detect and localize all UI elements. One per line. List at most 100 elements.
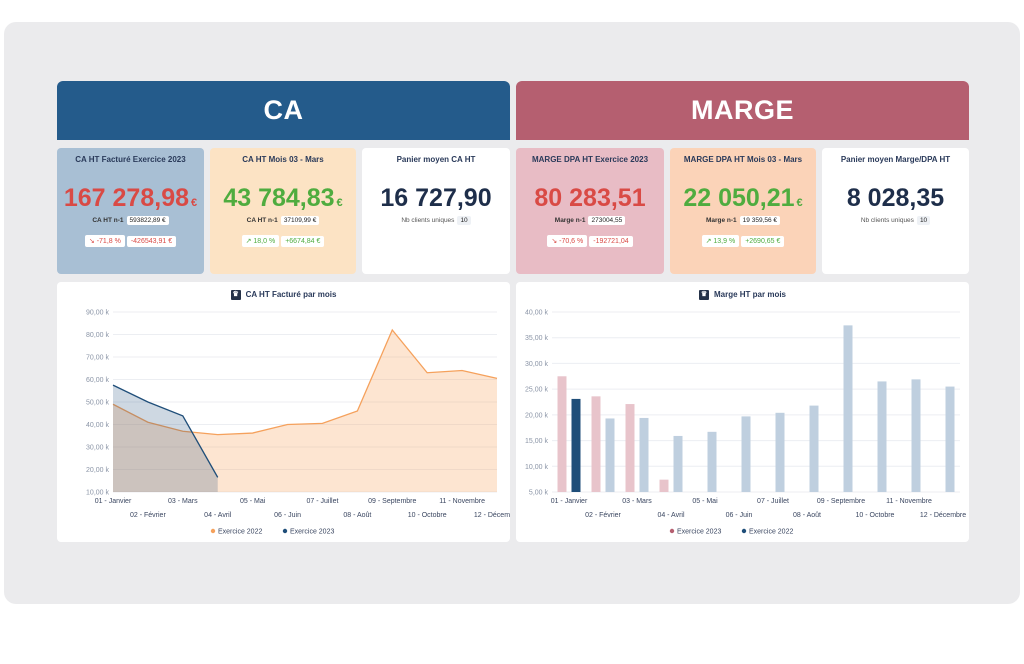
y-tick-label: 5,00 k xyxy=(529,490,549,497)
legend-label: Exercice 2022 xyxy=(218,529,262,536)
bar xyxy=(843,325,853,492)
x-tick-label: 05 - Mai xyxy=(240,498,266,505)
bar xyxy=(911,379,921,492)
kpi-card-marge-mois: MARGE DPA HT Mois 03 - Mars 22 050,21 € M… xyxy=(670,148,816,274)
bar xyxy=(639,417,649,492)
kpi-clients: Nb clients uniques 10 xyxy=(822,216,969,225)
kpi-card-panier-ca: Panier moyen CA HT 16 727,90 Nb clients … xyxy=(362,148,510,274)
x-tick-label: 06 - Juin xyxy=(274,512,301,519)
crown-icon: ♛ xyxy=(698,290,709,300)
ca-chart: 10,00 k 20,00 k 30,00 k 40,00 k 50,00 k 60,00… xyxy=(86,310,510,536)
y-tick-label: 80,00 k xyxy=(86,332,109,339)
legend-label: Exercice 2023 xyxy=(677,529,721,536)
y-tick-label: 40,00 k xyxy=(525,310,548,317)
y-tick-label: 10,00 k xyxy=(86,490,109,497)
kpi-deltas: ↗ 13,9 % +2690,65 € xyxy=(670,235,816,247)
legend-marker xyxy=(669,528,675,534)
kpi-deltas: ↘ -70,6 % -192721,04 xyxy=(516,235,664,247)
legend-label: Exercice 2023 xyxy=(290,529,334,536)
y-tick-label: 90,00 k xyxy=(86,310,109,317)
kpi-value: 22 050,21 € xyxy=(683,184,803,212)
card-title: CA HT Mois 03 - Mars xyxy=(242,155,324,164)
chart-title: ♛ CA HT Facturé par mois xyxy=(230,290,337,300)
y-tick-label: 20,00 k xyxy=(525,412,548,419)
y-tick-label: 40,00 k xyxy=(86,422,109,429)
bar xyxy=(625,404,635,492)
marge-chart: 5,00 k 10,00 k 15,00 k 20,00 k 25,00 k 30,00 … xyxy=(525,310,966,536)
legend-marker xyxy=(741,528,747,534)
x-tick-label: 02 - Février xyxy=(585,512,621,519)
chart-title: ♛ Marge HT par mois xyxy=(698,290,786,300)
kpi-deltas: ↗ 18,0 % +6674,84 € xyxy=(210,235,356,247)
bar xyxy=(591,396,601,492)
y-tick-label: 50,00 k xyxy=(86,400,109,407)
kpi-value: 16 727,90 xyxy=(380,184,492,212)
kpi-previous: CA HT n-1 37109,99 € xyxy=(210,216,356,225)
kpi-value: 167 278,98 € xyxy=(63,184,198,212)
x-tick-label: 08 - Août xyxy=(793,512,821,519)
kpi-card-ca-mois: CA HT Mois 03 - Mars 43 784,83 € CA HT n-… xyxy=(210,148,356,274)
y-tick-label: 10,00 k xyxy=(525,464,548,471)
bar xyxy=(775,412,785,492)
ca-header: CA xyxy=(57,81,510,140)
x-tick-label: 12 - Décembre xyxy=(920,512,966,519)
kpi-clients: Nb clients uniques 10 xyxy=(362,216,510,225)
card-title: CA HT Facturé Exercice 2023 xyxy=(75,155,186,164)
kpi-value: 80 283,51 xyxy=(534,184,646,212)
x-tick-label: 08 - Août xyxy=(343,512,371,519)
x-tick-label: 02 - Février xyxy=(130,512,166,519)
card-title: MARGE DPA HT Mois 03 - Mars xyxy=(683,155,803,164)
bar xyxy=(741,416,751,492)
series-line xyxy=(112,384,219,478)
legend-label: Exercice 2022 xyxy=(749,529,793,536)
legend-marker xyxy=(210,528,216,534)
kpi-previous: CA HT n-1 593822,89 € xyxy=(57,216,204,225)
x-tick-label: 01 - Janvier xyxy=(95,498,132,505)
kpi-card-ca-exercice: CA HT Facturé Exercice 2023 167 278,98 € … xyxy=(57,148,204,274)
kpi-previous: Marge n-1 273004,55 xyxy=(516,216,664,225)
kpi-card-panier-marge: Panier moyen Marge/DPA HT 8 028,35 Nb cl… xyxy=(822,148,969,274)
x-tick-label: 09 - Septembre xyxy=(368,498,416,505)
card-title: MARGE DPA HT Exercice 2023 xyxy=(531,155,649,164)
legend-marker xyxy=(282,528,288,534)
x-tick-label: 10 - Octobre xyxy=(856,512,895,519)
card-title: Panier moyen Marge/DPA HT xyxy=(840,155,951,164)
x-tick-label: 10 - Octobre xyxy=(408,512,447,519)
bar xyxy=(673,435,683,492)
y-tick-label: 60,00 k xyxy=(86,377,109,384)
x-tick-label: 11 - Novembre xyxy=(439,498,485,505)
x-tick-label: 03 - Mars xyxy=(622,498,652,505)
crown-icon: ♛ xyxy=(230,290,241,300)
kpi-deltas: ↘ -71,8 % -426543,91 € xyxy=(57,235,204,247)
series-area xyxy=(113,385,218,492)
series-line xyxy=(112,328,498,436)
bar xyxy=(945,386,955,492)
y-tick-label: 70,00 k xyxy=(86,355,109,362)
x-tick-label: 11 - Novembre xyxy=(886,498,932,505)
series-area xyxy=(113,330,497,492)
kpi-value: 43 784,83 € xyxy=(223,184,343,212)
x-tick-label: 06 - Juin xyxy=(726,512,753,519)
x-tick-label: 01 - Janvier xyxy=(551,498,588,505)
x-tick-label: 04 - Avril xyxy=(657,512,685,519)
marge-chart-panel: ♛ Marge HT par mois 5,00 k 10,00 k 15,00 k 2… xyxy=(516,282,969,542)
bar xyxy=(707,431,717,492)
bar xyxy=(877,381,887,492)
kpi-value: 8 028,35 xyxy=(846,184,945,212)
x-tick-label: 09 - Septembre xyxy=(817,498,865,505)
y-tick-label: 25,00 k xyxy=(525,387,548,394)
x-tick-label: 07 - Juillet xyxy=(307,498,339,505)
y-tick-label: 30,00 k xyxy=(86,445,109,452)
x-tick-label: 05 - Mai xyxy=(692,498,718,505)
bar xyxy=(605,418,615,492)
x-tick-label: 04 - Avril xyxy=(204,512,232,519)
marge-header: MARGE xyxy=(516,81,969,140)
kpi-previous: Marge n-1 19 359,56 € xyxy=(670,216,816,225)
bar xyxy=(809,405,819,492)
x-tick-label: 12 - Décembre xyxy=(474,512,510,519)
ca-chart-panel: ♛ CA HT Facturé par mois 10,00 k 20,00 k 30… xyxy=(57,282,510,542)
bar xyxy=(557,376,567,492)
x-tick-label: 07 - Juillet xyxy=(757,498,789,505)
card-title: Panier moyen CA HT xyxy=(396,155,476,164)
kpi-card-marge-exercice: MARGE DPA HT Exercice 2023 80 283,51 Mar… xyxy=(516,148,664,274)
